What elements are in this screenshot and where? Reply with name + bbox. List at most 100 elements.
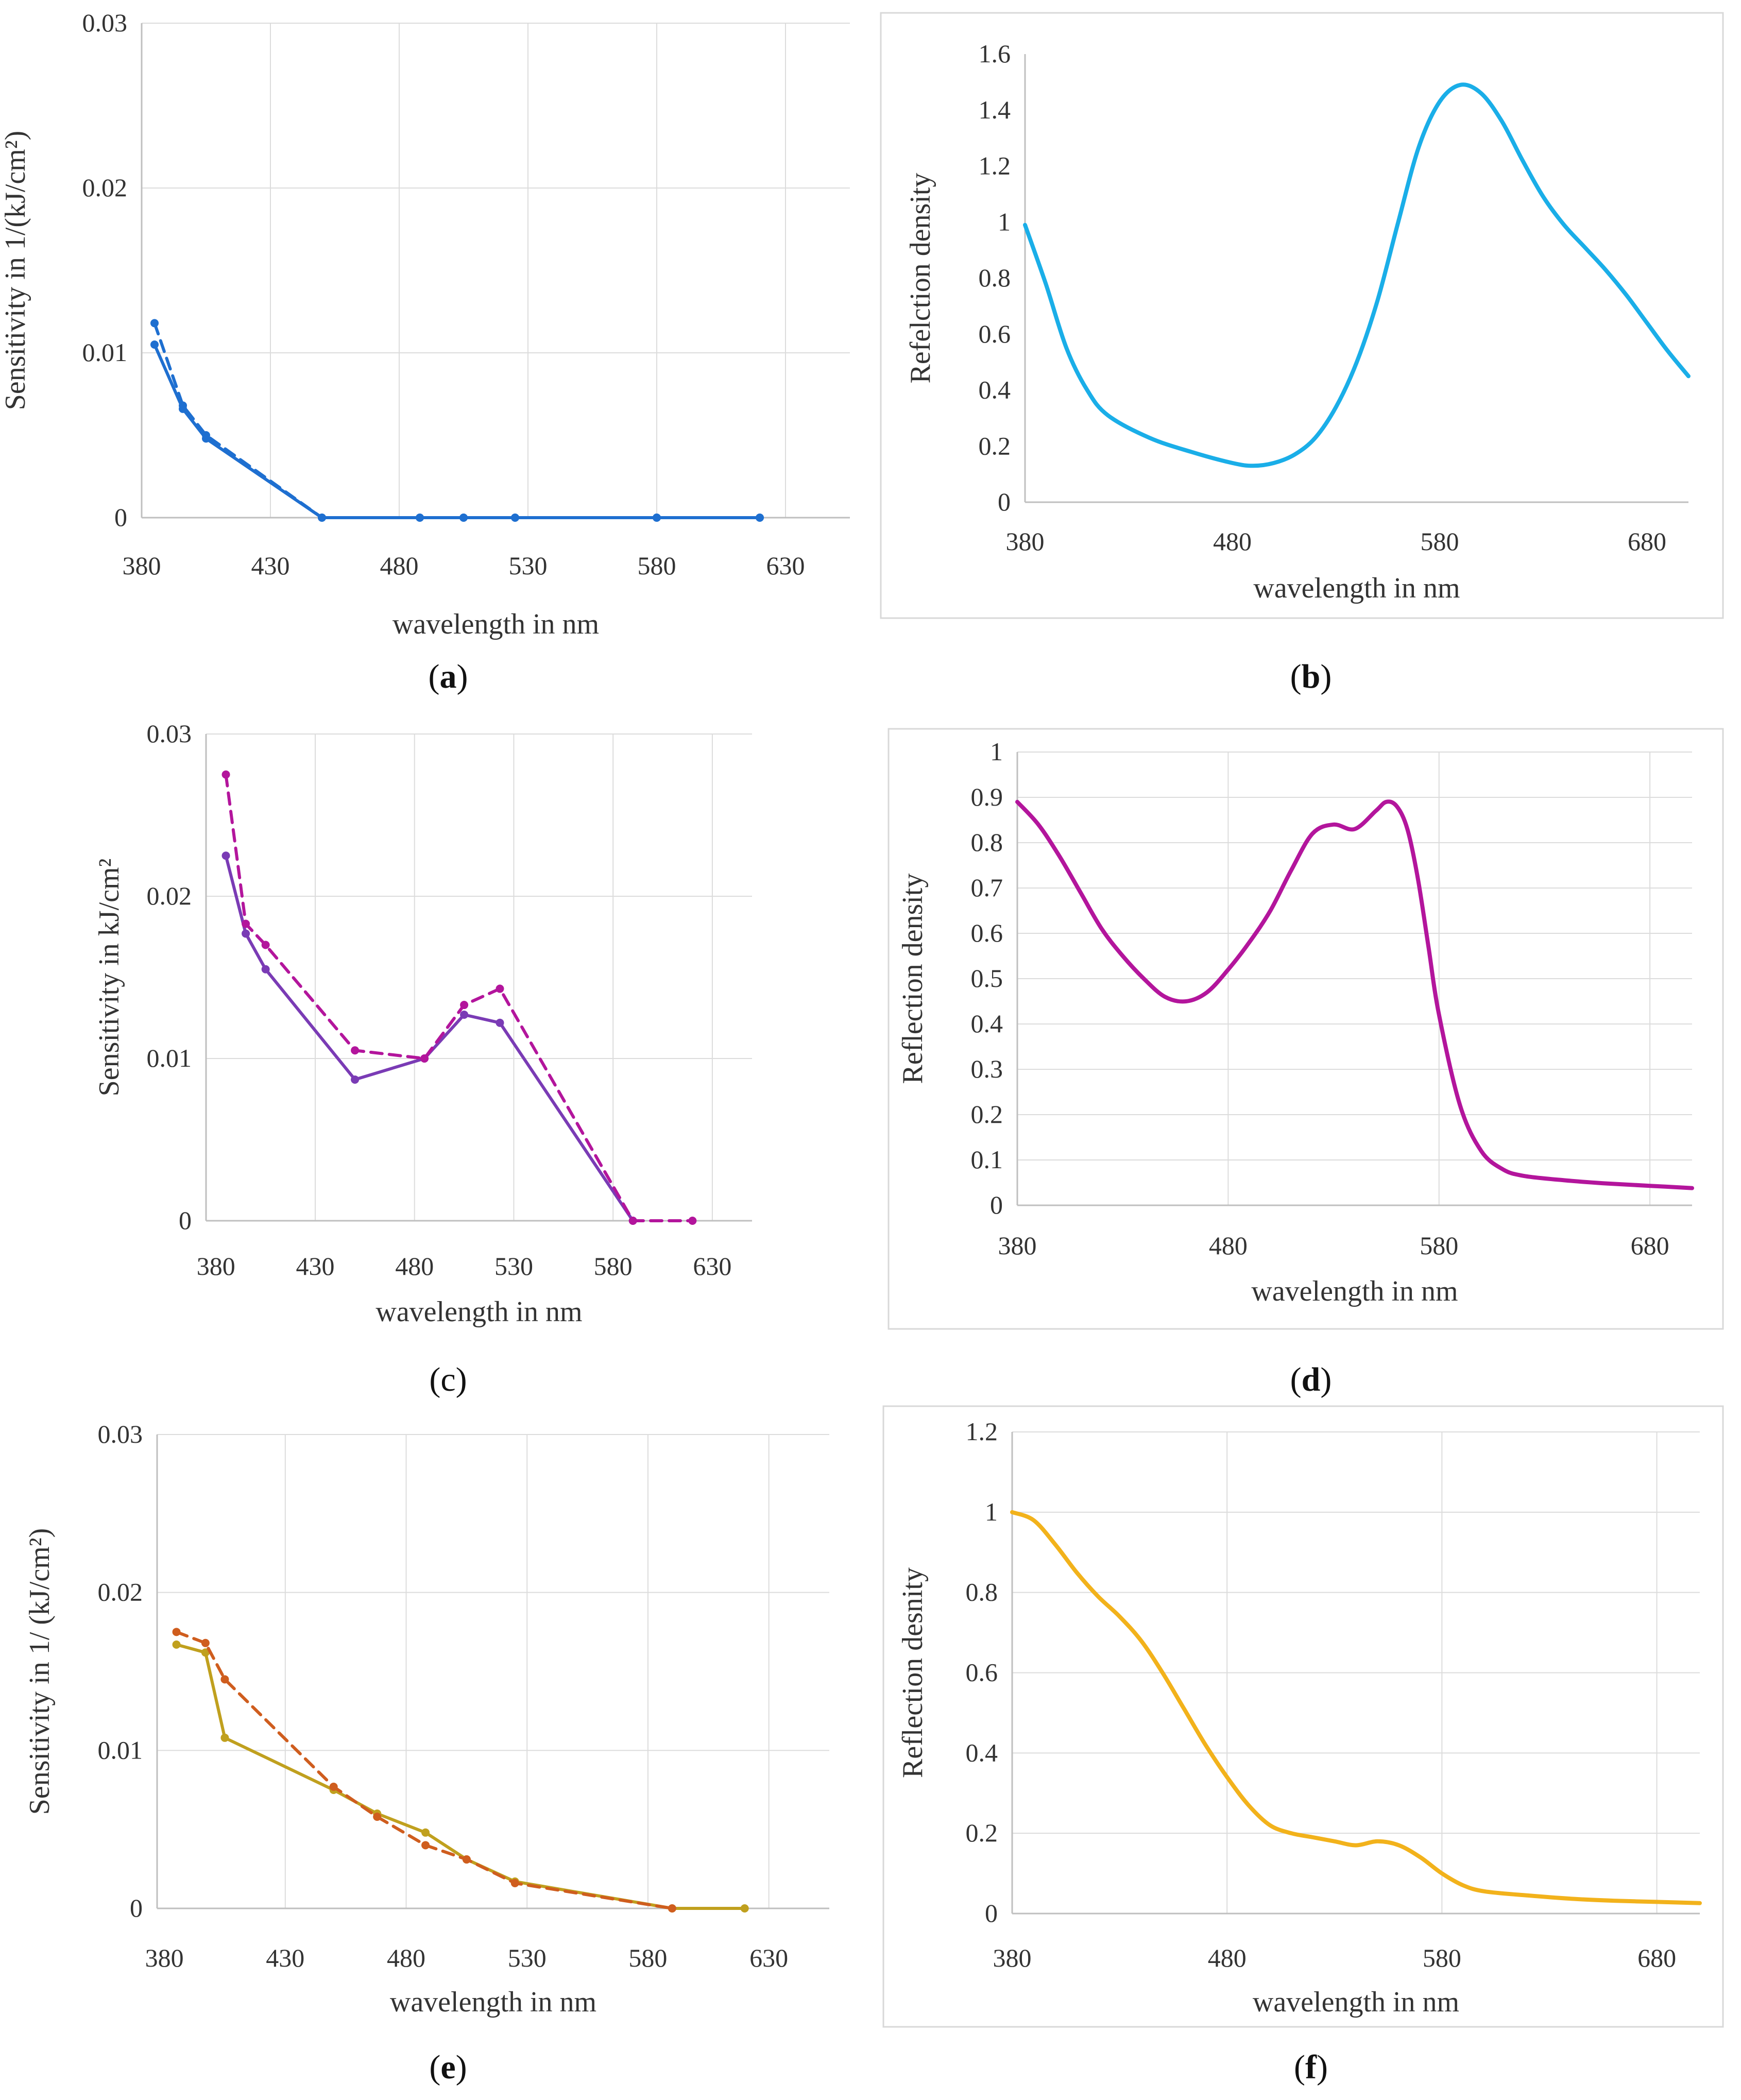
x-axis-label: wavelength in nm — [1253, 572, 1460, 604]
data-point-dashed — [462, 1855, 471, 1864]
x-tick-label: 680 — [1637, 1943, 1676, 1972]
x-tick-label: 580 — [1423, 1943, 1461, 1972]
data-point-dashed — [351, 1046, 360, 1055]
y-tick-label: 0.01 — [147, 1044, 192, 1072]
data-point-solid — [221, 851, 230, 860]
y-tick-label: 0 — [179, 1206, 192, 1235]
y-tick-label: 1.2 — [979, 151, 1011, 180]
data-point-solid — [220, 1733, 229, 1742]
panel-d: 0 0.1 0.2 0.3 0.4 0.5 0.6 0.7 0.8 0.9 1 380 480 580 68… — [887, 728, 1724, 1398]
y-axis-label: Sensitivity in kJ/cm² — [93, 859, 125, 1097]
y-tick-label: 1.4 — [979, 95, 1011, 124]
x-axis-label: wavelength in nm — [1253, 1986, 1459, 2018]
data-point-dashed — [221, 770, 230, 779]
x-tick-label: 580 — [1420, 1231, 1458, 1260]
x-tick-label: 580 — [628, 1943, 667, 1972]
y-tick-label: 0.6 — [971, 918, 1003, 947]
y-tick-label: 0 — [130, 1893, 143, 1922]
x-tick-label: 630 — [766, 551, 805, 580]
y-tick-label: 1.2 — [966, 1417, 998, 1446]
y-tick-label: 0.2 — [966, 1818, 998, 1847]
y-tick-label: 0.01 — [98, 1735, 143, 1764]
data-point-solid — [460, 1010, 469, 1019]
x-tick-label: 580 — [594, 1252, 633, 1281]
panel-c: 0 0.01 0.02 0.03 380 430 480 530 580 630 wavelengt… — [93, 719, 752, 1398]
data-point-solid — [242, 929, 250, 938]
panel-label: (d) — [1290, 1361, 1332, 1398]
series-line-dashed — [175, 1630, 674, 1910]
y-tick-label: 0.4 — [966, 1738, 998, 1767]
y-tick-label: 0 — [990, 1190, 1003, 1219]
y-tick-label: 0.8 — [971, 828, 1003, 857]
data-point-solid — [351, 1075, 360, 1084]
data-point-solid — [740, 1904, 749, 1913]
y-tick-label: 0.1 — [971, 1145, 1003, 1174]
data-point-dashed — [420, 1054, 429, 1063]
y-tick-label: 0.3 — [971, 1054, 1003, 1083]
data-point-dashed — [628, 1217, 637, 1225]
x-tick-label: 480 — [1208, 1943, 1247, 1972]
data-point-dashed — [261, 941, 270, 949]
data-point-dashed — [220, 1675, 229, 1684]
x-tick-label: 530 — [508, 1943, 547, 1972]
y-tick-label: 0.5 — [971, 964, 1003, 993]
y-tick-label: 0 — [985, 1899, 998, 1927]
data-point-dashed — [318, 514, 326, 522]
x-tick-label: 380 — [993, 1943, 1032, 1972]
y-tick-label: 0.03 — [82, 8, 128, 37]
data-point-dashed — [496, 984, 504, 993]
series-line-density — [1023, 82, 1691, 468]
series-line-solid — [153, 343, 761, 519]
data-point-dashed — [373, 1813, 382, 1821]
x-tick-label: 580 — [638, 551, 676, 580]
panel-a: 0 0.01 0.02 0.03 380 430 480 530 580 630 wavelengt… — [0, 8, 850, 695]
x-tick-label: 380 — [123, 551, 161, 580]
y-tick-label: 1 — [985, 1497, 998, 1526]
data-point-dashed — [242, 919, 250, 928]
y-tick-label: 0.2 — [979, 431, 1011, 460]
x-tick-label: 530 — [509, 551, 548, 580]
panel-b: 0 0.2 0.4 0.6 0.8 1 1.2 1.4 1.6 380 480 580 680 wavel… — [880, 12, 1724, 695]
data-point-dashed — [756, 514, 764, 522]
panel-label: (f) — [1294, 2048, 1328, 2086]
data-point-dashed — [653, 514, 661, 522]
data-point-dashed — [329, 1782, 338, 1791]
x-tick-label: 480 — [395, 1252, 434, 1281]
y-axis-label: Reflection desnity — [897, 1567, 929, 1778]
y-tick-label: 0.4 — [971, 1009, 1003, 1038]
x-tick-label: 380 — [197, 1252, 235, 1281]
data-point-dashed — [150, 319, 159, 328]
y-tick-label: 0.03 — [147, 719, 192, 748]
x-tick-label: 680 — [1628, 527, 1666, 556]
data-point-solid — [201, 1648, 210, 1657]
data-point-solid — [496, 1018, 504, 1027]
y-tick-label: 1 — [990, 737, 1003, 766]
series-line-dashed — [224, 773, 694, 1222]
chart-frame — [887, 728, 1724, 1330]
y-tick-label: 0 — [114, 503, 127, 532]
data-point-dashed — [511, 514, 519, 522]
y-tick-label: 0.03 — [98, 1420, 143, 1448]
y-tick-label: 0.02 — [82, 173, 128, 202]
y-tick-label: 0.7 — [971, 873, 1003, 902]
x-tick-label: 530 — [494, 1252, 533, 1281]
panel-label: (a) — [429, 658, 468, 695]
data-point-dashed — [460, 1001, 469, 1010]
x-tick-label: 430 — [296, 1252, 335, 1281]
y-axis-label: Sensitivity in 1/(kJ/cm²) — [0, 131, 31, 411]
chart-frame — [880, 12, 1724, 619]
data-point-solid — [261, 965, 270, 974]
x-tick-label: 480 — [1209, 1231, 1248, 1260]
data-point-solid — [421, 1828, 430, 1837]
x-tick-label: 630 — [693, 1252, 731, 1281]
y-tick-label: 0.01 — [82, 338, 128, 367]
data-point-dashed — [668, 1904, 676, 1913]
y-tick-label: 0 — [998, 487, 1011, 516]
y-axis-label: Refelction density — [904, 173, 936, 383]
x-tick-label: 380 — [1006, 527, 1045, 556]
series-line-density — [1015, 799, 1694, 1190]
x-tick-label: 580 — [1421, 527, 1459, 556]
y-tick-label: 1 — [998, 207, 1011, 236]
x-tick-label: 480 — [380, 551, 419, 580]
